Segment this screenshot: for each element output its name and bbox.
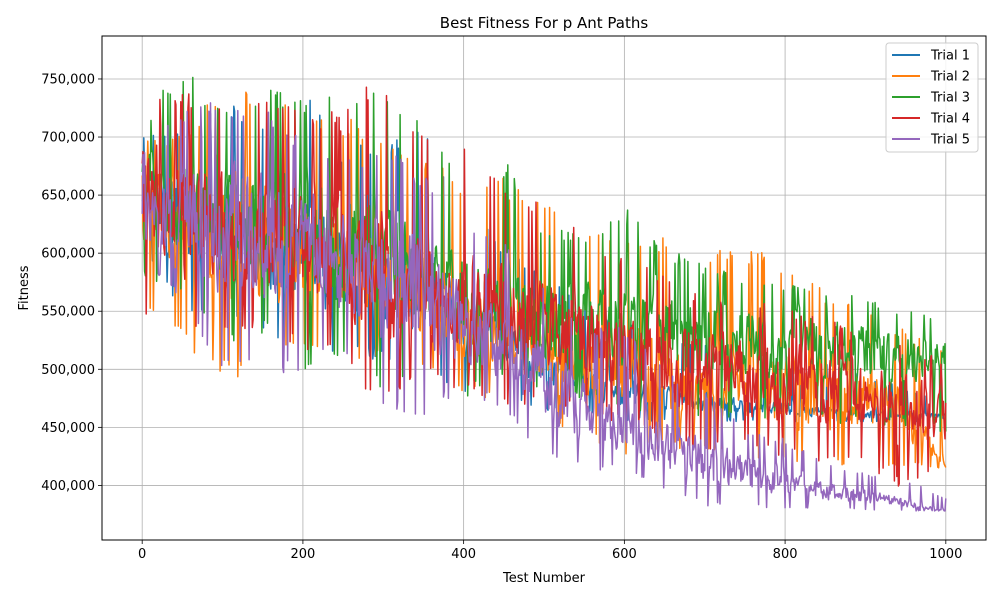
y-axis-title: Fitness	[17, 265, 32, 310]
x-tick-label: 0	[138, 547, 146, 562]
series-layer	[141, 76, 947, 512]
y-tick-label: 700,000	[41, 131, 95, 146]
legend-label: Trial 5	[930, 133, 970, 148]
legend-label: Trial 2	[930, 70, 970, 85]
chart-title: Best Fitness For p Ant Paths	[440, 14, 649, 32]
y-tick-label: 600,000	[41, 247, 95, 262]
x-axis-title: Test Number	[502, 571, 586, 586]
y-tick-label: 500,000	[41, 363, 95, 378]
legend-label: Trial 3	[930, 91, 970, 106]
legend-box	[885, 42, 979, 153]
series-line-trial-5	[141, 102, 947, 512]
y-tick-label: 750,000	[41, 72, 95, 87]
x-tick-label: 800	[773, 547, 798, 562]
axis-ticks: 0 200 400 600 800 1000 400,000 450,000 500,000 55…	[41, 72, 962, 562]
x-tick-label: 600	[612, 547, 637, 562]
y-tick-label: 450,000	[41, 421, 95, 436]
x-tick-label: 1000	[929, 547, 962, 562]
x-tick-label: 400	[451, 547, 476, 562]
y-tick-label: 400,000	[41, 479, 95, 494]
y-tick-label: 550,000	[41, 305, 95, 320]
y-tick-label: 650,000	[41, 189, 95, 204]
plot-frame	[101, 35, 987, 541]
legend: Trial 1 Trial 2 Trial 3 Trial 4 Trial 5	[885, 42, 979, 153]
x-tick-label: 200	[290, 547, 315, 562]
legend-label: Trial 4	[930, 112, 970, 127]
legend-label: Trial 1	[930, 49, 970, 64]
